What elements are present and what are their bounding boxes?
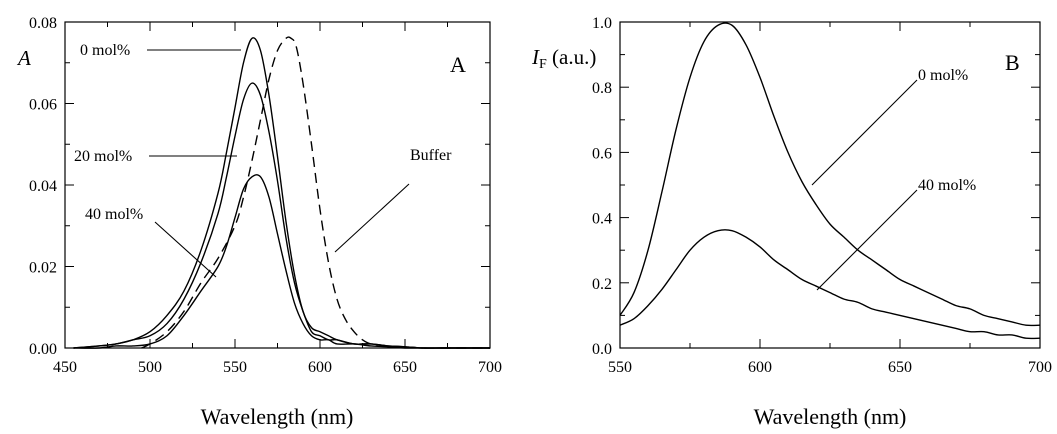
x-tick-label-b: 550 xyxy=(608,359,632,376)
y-tick-label-a: 0.02 xyxy=(29,260,57,277)
panel-b-plot-frame xyxy=(619,21,1041,349)
panel-b-leader-lines xyxy=(811,79,918,291)
y-tick-label-b: 0.6 xyxy=(592,145,612,162)
panel-a-chart: 450 500 550 600 650 700 0.00 0.02 0.04 0.06 0.08 0… xyxy=(16,15,502,429)
annotation-buffer-a: Buffer xyxy=(410,147,452,164)
x-tick-label-a: 600 xyxy=(308,359,332,376)
y-tick-label-a: 0.04 xyxy=(29,178,57,195)
y-tick-label-b: 0.8 xyxy=(592,80,612,97)
x-tick-label-b: 700 xyxy=(1028,359,1052,376)
series-line-0-mol-a xyxy=(73,37,490,349)
series-line-0-mol-b xyxy=(619,22,1041,327)
annotation-40mol-b: 40 mol% xyxy=(918,177,976,194)
panel-a-curves xyxy=(73,36,490,349)
x-tick-label-b: 650 xyxy=(888,359,912,376)
x-tick-label-a: 450 xyxy=(53,359,77,376)
y-tick-label-b: 0.4 xyxy=(592,211,612,228)
annotation-40mol-a: 40 mol% xyxy=(85,206,143,223)
y-axis-title-b-main: I xyxy=(531,45,540,69)
y-axis-title-b: IF (a.u.) xyxy=(531,45,596,72)
panel-b-ticks: 550 600 650 700 0.0 0.2 0.4 0.6 0.8 1.0 xyxy=(592,15,1052,376)
panel-label-a: A xyxy=(450,52,466,77)
leader-line-40mol-b xyxy=(816,189,918,291)
leader-line-0mol-b xyxy=(811,79,918,186)
x-axis-title-b: Wavelength (nm) xyxy=(754,404,907,429)
y-tick-label-a: 0.00 xyxy=(29,341,57,358)
panel-a-leader-lines xyxy=(147,49,410,278)
x-tick-label-b: 600 xyxy=(748,359,772,376)
annotation-20mol-a: 20 mol% xyxy=(74,148,132,165)
series-line-40-mol-a xyxy=(73,174,490,349)
x-tick-label-a: 550 xyxy=(223,359,247,376)
x-axis-title-a: Wavelength (nm) xyxy=(201,404,354,429)
y-axis-title-b-unit: (a.u.) xyxy=(547,45,597,69)
y-tick-label-b: 1.0 xyxy=(592,15,612,32)
leader-line-40mol-a xyxy=(154,221,217,278)
annotation-0mol-b: 0 mol% xyxy=(918,67,968,84)
y-tick-label-b: 0.2 xyxy=(592,276,612,293)
x-tick-label-a: 500 xyxy=(138,359,162,376)
x-tick-label-a: 700 xyxy=(478,359,502,376)
panel-a-ticks: 450 500 550 600 650 700 0.00 0.02 0.04 0.06 0.08 xyxy=(29,15,502,376)
series-line-20-mol-a xyxy=(73,82,490,349)
series-line-buffer-a xyxy=(141,36,490,349)
leader-line-buffer-a xyxy=(334,183,410,253)
panel-b-curves xyxy=(619,22,1041,340)
panel-b-chart: 550 600 650 700 0.0 0.2 0.4 0.6 0.8 1.0 0 mol% 40… xyxy=(531,15,1052,429)
y-tick-label-a: 0.06 xyxy=(29,97,57,114)
panel-label-b: B xyxy=(1005,50,1020,75)
y-axis-title-a: A xyxy=(16,46,31,70)
y-tick-label-b: 0.0 xyxy=(592,341,612,358)
y-axis-title-b-subscript: F xyxy=(539,57,547,72)
annotation-0mol-a: 0 mol% xyxy=(80,42,130,59)
y-tick-label-a: 0.08 xyxy=(29,15,57,32)
series-line-40-mol-b xyxy=(619,229,1041,340)
x-tick-label-a: 650 xyxy=(393,359,417,376)
